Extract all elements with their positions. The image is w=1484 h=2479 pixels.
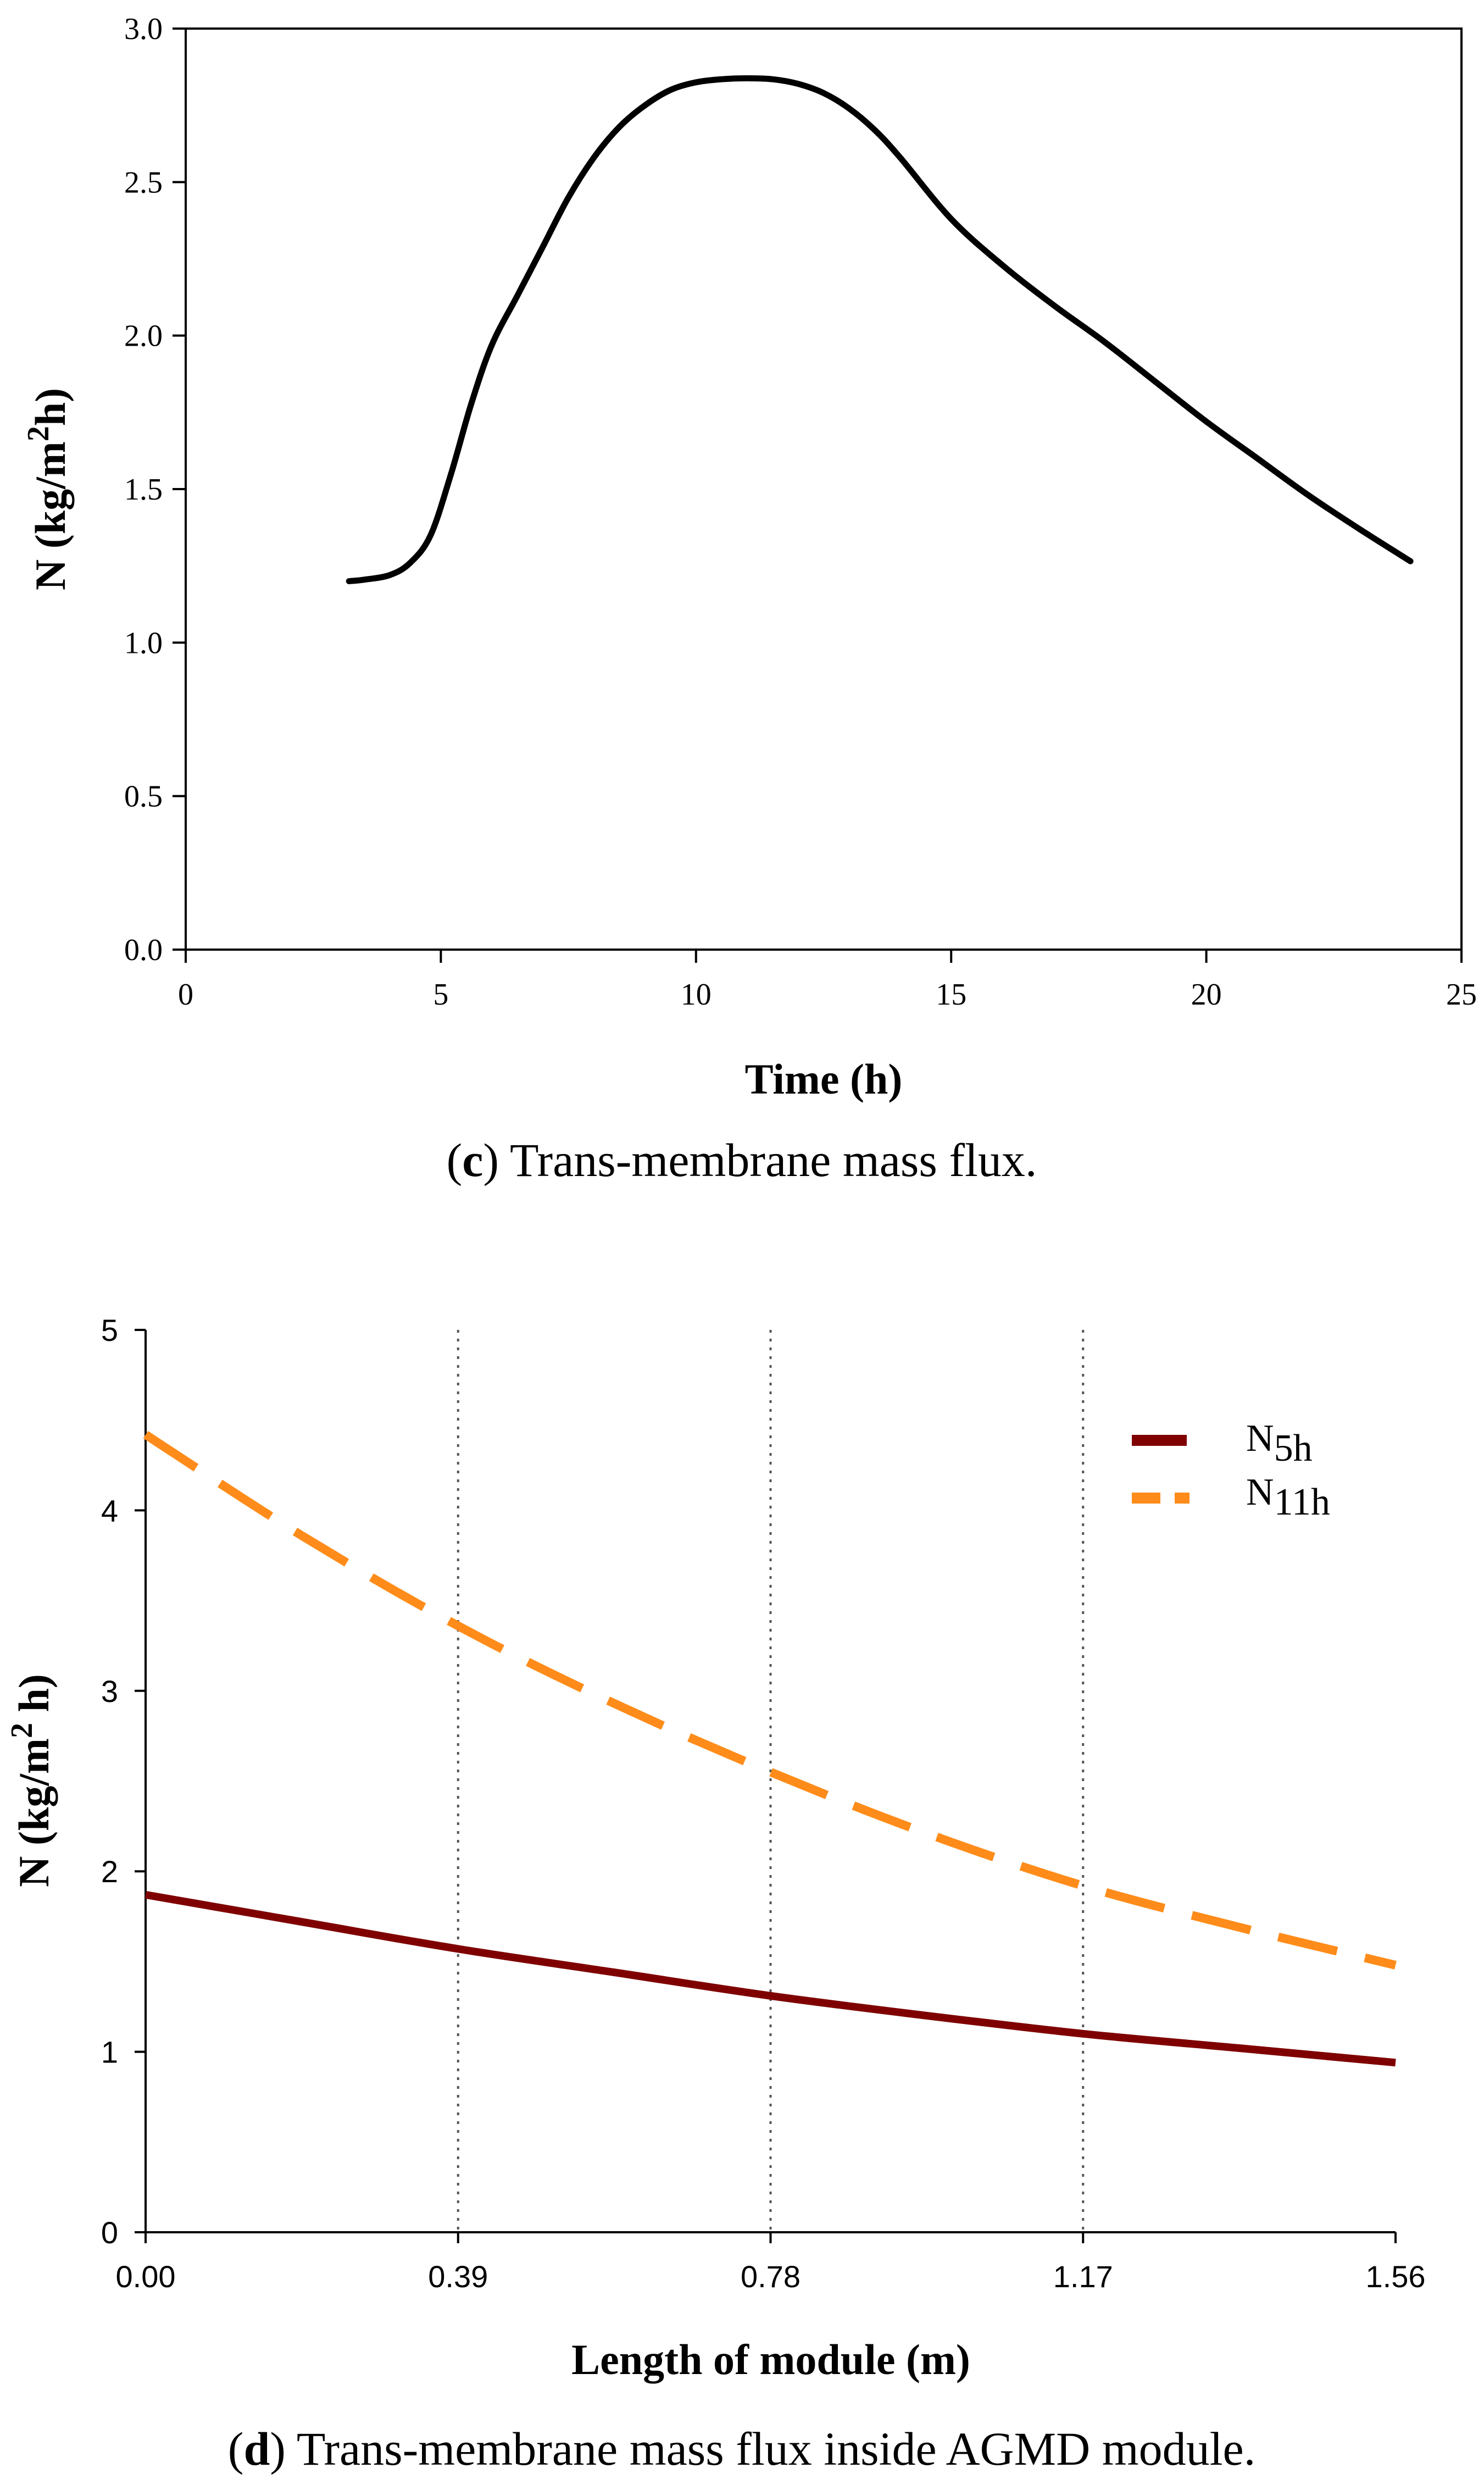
chart-d-x-axis-label: Length of module (m) xyxy=(571,2336,970,2383)
chart-d-series-n5h xyxy=(144,1891,1396,2067)
chart-d-y-axis-label: N (kg/m2 h) xyxy=(5,1674,58,1887)
chart-d-caption-text: ) Trans-membrane mass flux inside AGMD m… xyxy=(270,2422,1255,2475)
chart-c: 0.0 0.5 1.0 1.5 2.0 2.5 3.0 0 5 10 15 20 25 Time (h… xyxy=(21,12,1477,1186)
chart-c-x-tick-label: 25 xyxy=(1446,978,1477,1012)
chart-c-caption: (c) Trans-membrane mass flux. xyxy=(447,1134,1037,1186)
chart-c-plot-frame xyxy=(185,27,1463,951)
chart-d-series xyxy=(143,1430,1397,2067)
chart-d-y-axis-label-sup: 2 xyxy=(5,1723,39,1738)
legend-label-n11h-main: N xyxy=(1246,1471,1274,1513)
chart-c-series xyxy=(346,75,1414,585)
chart-d-x-tick-label: 0.39 xyxy=(428,2259,488,2294)
chart-c-x-ticks: 0 5 10 15 20 25 xyxy=(178,950,1477,1012)
chart-d-y-tick-label: 5 xyxy=(101,1313,118,1347)
legend-label-n5h: N5h xyxy=(1246,1417,1313,1469)
chart-d-y-tick-label: 1 xyxy=(101,2035,118,2070)
chart-d-y-axis-label-end: h) xyxy=(10,1674,58,1723)
chart-d-x-tick-label: 0.78 xyxy=(741,2259,801,2294)
legend-label-n5h-sub: 5h xyxy=(1274,1427,1313,1469)
chart-d-x-ticks: 0.00 0.39 0.78 1.17 1.56 xyxy=(116,2232,1426,2294)
chart-d-legend: N5h N11h xyxy=(1132,1417,1330,1523)
chart-c-y-tick-label: 0.0 xyxy=(124,933,163,967)
chart-c-x-tick-label: 10 xyxy=(681,978,712,1012)
chart-c-y-axis-label-end: h) xyxy=(26,388,74,426)
chart-c-x-tick-label: 0 xyxy=(178,978,193,1012)
chart-d-x-tick-label: 0.00 xyxy=(116,2259,176,2294)
chart-c-x-tick-label: 5 xyxy=(433,978,448,1012)
chart-d-x-tick-label: 1.17 xyxy=(1053,2259,1113,2294)
chart-c-caption-letter: c xyxy=(462,1134,483,1186)
chart-c-y-axis-label-sup: 2 xyxy=(21,426,55,441)
chart-d: 0 1 2 3 4 5 0.00 0.39 0.78 1.17 1.56 N5h N11h Len… xyxy=(5,1313,1426,2475)
chart-c-caption-text: ) Trans-membrane mass flux. xyxy=(483,1134,1037,1186)
chart-c-series-line xyxy=(346,75,1414,585)
legend-label-n11h-sub: 11h xyxy=(1274,1481,1330,1523)
chart-c-y-tick-label: 0.5 xyxy=(124,780,163,814)
chart-d-y-axis-label-main: N (kg/m xyxy=(10,1738,58,1887)
chart-d-caption: (d) Trans-membrane mass flux inside AGMD… xyxy=(228,2422,1255,2475)
chart-c-x-axis-label: Time (h) xyxy=(745,1055,903,1103)
chart-c-x-tick-label: 15 xyxy=(936,978,966,1012)
chart-c-y-ticks: 0.0 0.5 1.0 1.5 2.0 2.5 3.0 xyxy=(124,12,186,967)
chart-d-caption-letter: d xyxy=(243,2422,270,2475)
chart-c-y-axis-label: N (kg/m2h) xyxy=(21,388,74,590)
chart-d-grid xyxy=(457,1330,1085,2232)
chart-c-y-tick-label: 2.5 xyxy=(124,165,163,199)
chart-d-y-tick-label: 2 xyxy=(101,1854,118,1889)
chart-c-y-axis-label-main: N (kg/m xyxy=(26,441,74,590)
legend-label-n11h: N11h xyxy=(1246,1471,1330,1523)
legend-label-n5h-main: N xyxy=(1246,1417,1274,1460)
chart-d-y-tick-label: 0 xyxy=(101,2215,118,2250)
chart-d-y-tick-label: 4 xyxy=(101,1493,118,1528)
chart-d-series-n11h xyxy=(143,1430,1397,1970)
chart-c-x-tick-label: 20 xyxy=(1191,978,1222,1012)
chart-c-y-tick-label: 2.0 xyxy=(124,319,163,353)
chart-d-x-tick-label: 1.56 xyxy=(1366,2259,1426,2294)
chart-c-y-tick-label: 3.0 xyxy=(124,12,163,46)
chart-c-y-tick-label: 1.5 xyxy=(124,473,163,507)
chart-d-y-ticks: 0 1 2 3 4 5 xyxy=(101,1313,146,2250)
chart-d-y-tick-label: 3 xyxy=(101,1674,118,1709)
chart-c-y-tick-label: 1.0 xyxy=(124,626,163,660)
